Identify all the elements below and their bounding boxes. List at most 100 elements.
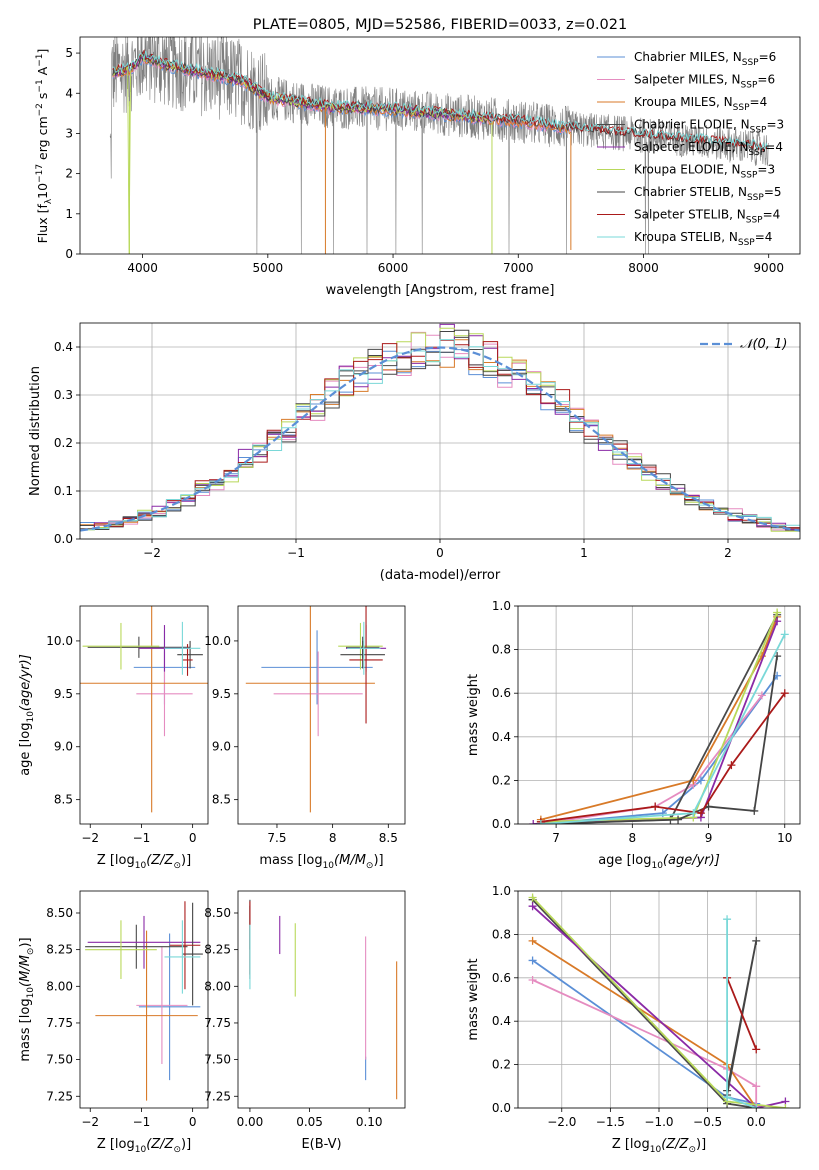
y-tick-label: 0.8 [492, 643, 511, 657]
y-tick-label: 0.0 [54, 532, 73, 546]
label-part: Chabrier STELIB, N [634, 185, 747, 199]
x-tick-label: −1 [133, 1115, 151, 1129]
plot-area [249, 899, 398, 1100]
x-tick-label: −2 [143, 546, 161, 560]
axes-ebv-mass: 0.00 0.05 0.10 7.25 7.50 7.75 8.00 8.25 8.50 [204, 890, 406, 1129]
x-tick-label: 2 [724, 546, 732, 560]
label-part: 10 [650, 1145, 662, 1155]
line-salpeter-stelib [726, 977, 758, 1050]
label-part: SSP [742, 58, 759, 68]
legend-label-kroupa-elodie: Kroupa ELODIE, NSSP=3 [634, 163, 775, 181]
label-part: SSP [747, 193, 764, 203]
model-kroupa-stelib [112, 50, 769, 151]
y-axis-label: mass weight [466, 958, 481, 1040]
y-tick-label: 0.4 [492, 1014, 511, 1028]
label-part: 10 [651, 861, 663, 871]
marker-salpeter-stelib [651, 802, 660, 811]
marker-kroupa-elodie [773, 608, 782, 617]
y-axis-label: mass [log10(M/M⊙)] [18, 937, 36, 1061]
y-axis-label: Normed distribution [28, 366, 43, 496]
axes-age-weight: 7 8 9 10 0.0 0.2 0.4 0.6 0.8 1.0 [492, 599, 801, 845]
label-part: =6 [757, 73, 775, 87]
axes-frame [237, 605, 406, 825]
label-part: SSP [741, 171, 758, 181]
label-part: SSP [748, 148, 765, 158]
x-tick-label: 0 [189, 1115, 197, 1129]
label-part: =3 [757, 163, 775, 177]
marker-kroupa-stelib [780, 630, 789, 639]
marker-salpeter-miles [752, 1082, 761, 1091]
x-axis-label: (data-model)/error [380, 568, 501, 583]
label-part: )] [181, 853, 191, 868]
label-part: SSP [750, 126, 767, 136]
x-axis-label: mass [log10(M/M⊙)] [259, 853, 383, 871]
x-tick-label: 10 [777, 831, 792, 845]
y-tick-label: 1.0 [492, 884, 511, 898]
label-part: =6 [759, 50, 777, 64]
axes-frame [79, 890, 209, 1109]
x-tick-label: 7.5 [267, 831, 286, 845]
label-part: =4 [765, 140, 783, 154]
x-tick-label: −1.0 [644, 1115, 673, 1129]
label-part: (Z/Z [146, 853, 174, 868]
y-tick-label: 8.25 [204, 943, 231, 957]
axes-z-age: −2 −1 0 8.5 9.0 9.5 10.0 [46, 605, 209, 845]
x-tick-label: 0 [189, 831, 197, 845]
x-tick-label: 0.10 [356, 1115, 383, 1129]
label-part: Kroupa STELIB, N [634, 230, 738, 244]
marker-chabrier-stelib [750, 806, 759, 815]
marker-kroupa-stelib [689, 809, 698, 818]
x-tick-label: 9 [705, 831, 713, 845]
legend-label-salpeter-stelib: Salpeter STELIB, NSSP=4 [634, 208, 780, 226]
y-tick-label: 0.4 [54, 340, 73, 354]
label-part: Chabrier MILES, N [634, 50, 742, 64]
label-part: 10 [135, 861, 147, 871]
label-part: Z [log [97, 853, 135, 868]
y-tick-label: 0.3 [54, 388, 73, 402]
axes-residuals: −2 −1 0 1 2 0.0 0.1 0.2 0.3 0.4 𝒩(0, 1) [54, 322, 801, 560]
y-tick-label: 9.5 [212, 687, 231, 701]
axes-spectrum: 4000 5000 6000 7000 8000 9000 0 1 2 3 4 5 Chabrier M… [65, 36, 801, 275]
y-tick-label: 8.5 [212, 793, 231, 807]
line-kroupa-miles [540, 616, 778, 821]
y-tick-label: 0.4 [492, 730, 511, 744]
line-kroupa-stelib [540, 633, 786, 824]
y-tick-label: 8.25 [46, 943, 73, 957]
y-tick-label: 4 [65, 86, 73, 100]
y-tick-label: 10.0 [204, 634, 231, 648]
y-axis-label: age [log10(age/yr)] [18, 654, 36, 776]
label-part: (Z/Z [661, 1137, 689, 1152]
legend-label-kroupa-miles: Kroupa MILES, NSSP=4 [634, 95, 767, 113]
label-part: (age/yr)] [18, 654, 33, 711]
label-part: )] [696, 1137, 706, 1152]
marker-salpeter-stelib [696, 809, 705, 818]
label-part: )] [373, 853, 383, 868]
y-tick-label: 0.0 [492, 1101, 511, 1115]
y-tick-label: 0.8 [492, 927, 511, 941]
marker-chabrier-miles [696, 776, 705, 785]
x-tick-label: −1.5 [596, 1115, 625, 1129]
x-tick-label: 4000 [127, 261, 158, 275]
y-tick-label: 9.5 [54, 687, 73, 701]
y-tick-label: 7.25 [204, 1089, 231, 1103]
y-tick-label: 0.2 [492, 773, 511, 787]
line-salpeter-elodie [531, 905, 786, 1108]
marker-chabrier-stelib [674, 815, 683, 824]
line-salpeter-miles [540, 694, 763, 824]
y-tick-label: 8.00 [46, 979, 73, 993]
x-tick-label: 8.5 [379, 831, 398, 845]
marker-kroupa-elodie [528, 893, 537, 902]
x-axis-label: age [log10(age/yr)] [598, 853, 720, 871]
legend-label-chabrier-miles: Chabrier MILES, NSSP=6 [634, 50, 776, 68]
axes-frame [237, 890, 406, 1109]
y-tick-label: 9.0 [212, 740, 231, 754]
x-tick-label: 7000 [503, 261, 534, 275]
label-part: SSP [738, 238, 755, 248]
y-tick-label: 0.6 [492, 686, 511, 700]
marker-salpeter-elodie [529, 820, 538, 824]
y-tick-label: 0.6 [492, 971, 511, 985]
marker-kroupa-stelib [752, 1104, 761, 1108]
label-part: 10 [135, 1145, 147, 1155]
grid-lines [518, 890, 800, 1109]
plot-area [80, 606, 208, 813]
